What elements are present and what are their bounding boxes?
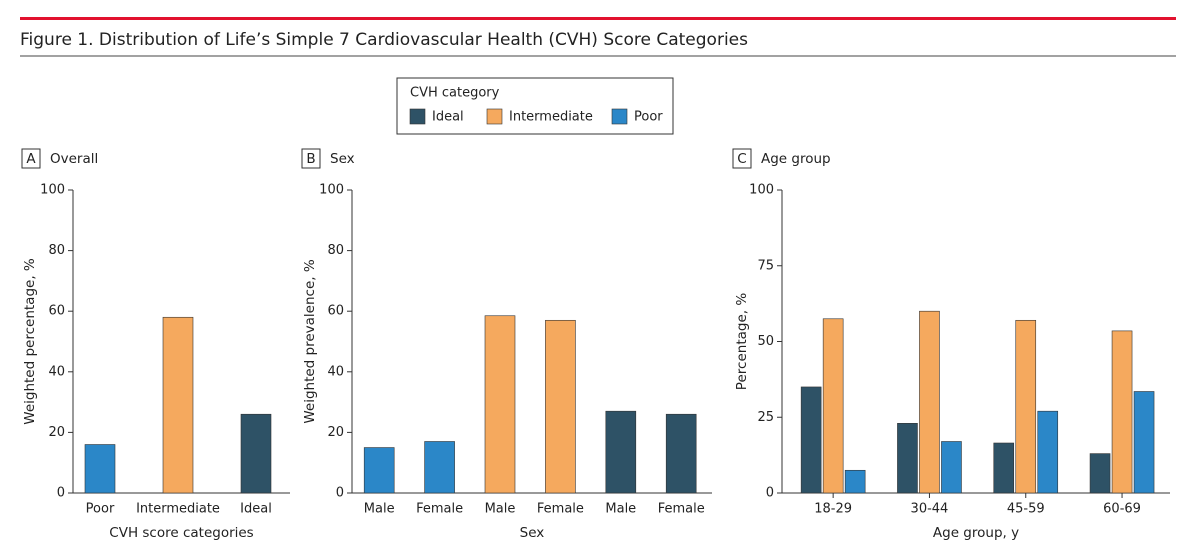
panel-title: Sex [330,151,355,167]
x-tick-label: 18-29 [814,502,852,517]
top-rule [20,17,1176,20]
bar [424,441,455,494]
bar [84,444,116,494]
panel-title: Age group [761,151,831,167]
bar [919,310,940,494]
y-tick-label: 25 [757,410,774,425]
y-tick-label: 0 [57,486,65,501]
y-tick-label: 0 [336,486,344,501]
panel-letter: A [26,151,36,167]
y-tick-label: 80 [48,243,65,258]
x-tick-label: Male [364,502,395,517]
y-tick-label: 20 [48,425,65,440]
bar [484,315,516,494]
x-axis-label: CVH score categories [109,525,253,541]
y-axis-label: Weighted prevalence, % [302,259,318,424]
bar [897,423,918,494]
legend-swatch [486,108,503,125]
bar [1015,319,1037,494]
x-axis-label: Age group, y [933,525,1019,541]
bar [822,318,844,494]
panel-badge [301,148,321,169]
bar [941,441,962,494]
x-tick-label: Ideal [240,502,272,517]
legend-box [396,77,674,135]
y-tick-label: 100 [319,183,344,198]
bar [665,413,697,494]
y-tick-label: 40 [327,364,344,379]
y-tick-label: 60 [48,304,65,319]
bar [363,447,395,494]
y-tick-label: 60 [327,304,344,319]
panel-title: Overall [50,151,98,167]
x-tick-label: 45-59 [1007,502,1045,517]
legend-swatch [409,108,426,125]
bar [1133,391,1155,494]
bar [545,319,576,494]
x-tick-label: Female [416,502,463,517]
bar [1089,453,1111,494]
figure-title: Figure 1. Distribution of Life’s Simple … [20,30,748,50]
legend-label: Ideal [432,110,464,125]
bar [1111,330,1133,494]
panel-letter: C [737,151,746,167]
bar [605,410,637,494]
legend-swatch [611,108,628,125]
y-tick-label: 50 [757,334,774,349]
y-tick-label: 75 [757,258,774,273]
x-axis-label: Sex [520,525,545,541]
bar [162,316,194,494]
y-tick-label: 0 [766,486,774,501]
y-axis-label: Percentage, % [734,293,750,391]
panel-badge [21,148,41,169]
bar [844,469,866,494]
bar [1037,410,1059,494]
bar [993,442,1015,494]
x-tick-label: Female [537,502,584,517]
panel-badge [732,148,752,169]
x-tick-label: 30-44 [911,502,949,517]
x-tick-label: Male [485,502,516,517]
legend-label: Poor [634,110,663,125]
y-tick-label: 100 [749,183,774,198]
x-tick-label: Male [605,502,636,517]
y-tick-label: 40 [48,364,65,379]
y-axis-label: Weighted percentage, % [22,258,38,425]
bar [240,413,272,494]
x-tick-label: Poor [86,502,115,517]
bar [800,386,822,494]
y-tick-label: 100 [40,183,65,198]
panel-letter: B [306,151,315,167]
legend-title: CVH category [410,86,500,101]
y-tick-label: 20 [327,425,344,440]
legend-label: Intermediate [509,110,593,125]
x-tick-label: Female [658,502,705,517]
x-tick-label: 60-69 [1103,502,1141,517]
x-tick-label: Intermediate [136,502,220,517]
y-tick-label: 80 [327,243,344,258]
